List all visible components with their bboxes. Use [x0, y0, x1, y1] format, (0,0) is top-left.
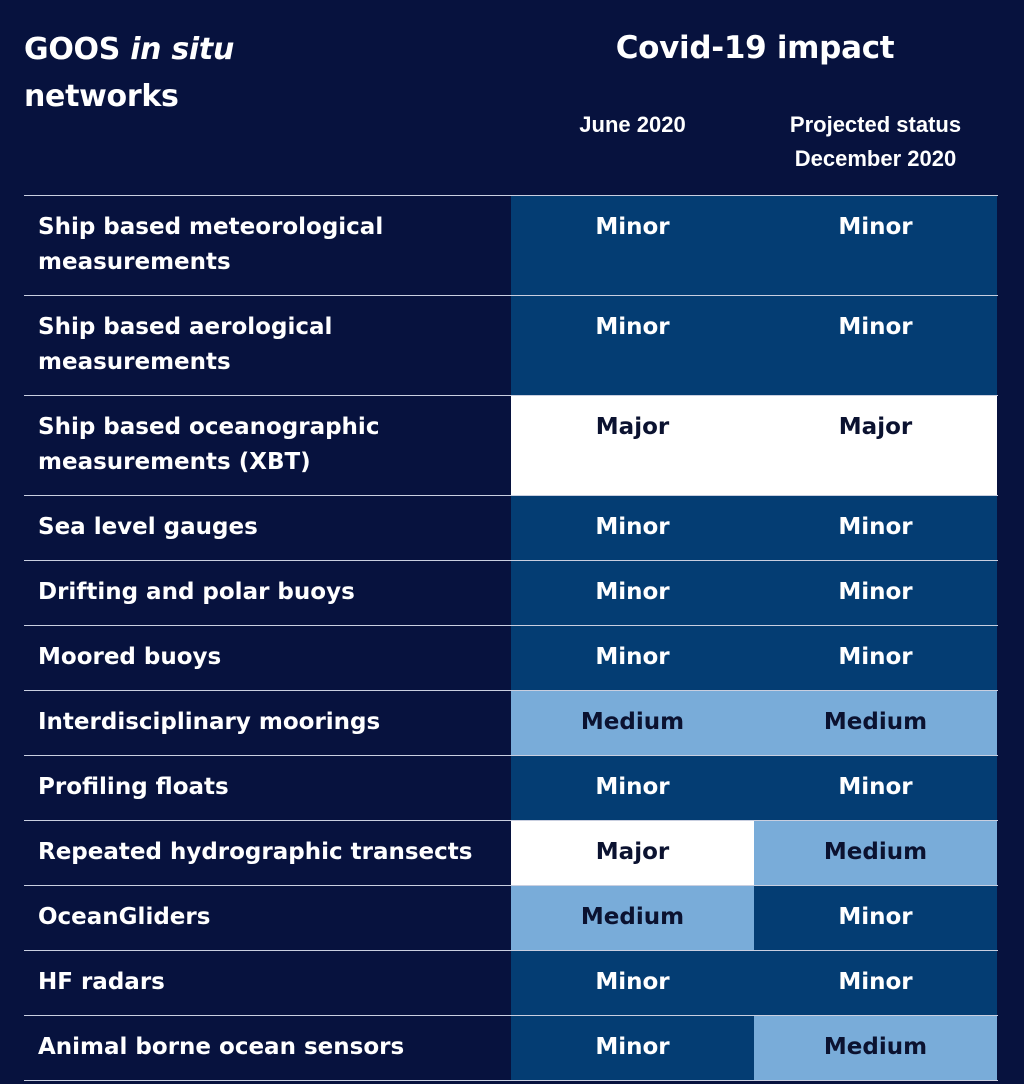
table-row: Animal borne ocean sensors Minor Medium [24, 1016, 998, 1081]
impact-cell-june: Minor [511, 296, 754, 395]
title-part-in-situ: in situ [130, 32, 235, 67]
impact-cell-december: Major [754, 396, 997, 495]
impact-cell-june: Minor [511, 951, 754, 1015]
table-row: OceanGliders Medium Minor [24, 886, 998, 951]
impact-table: Ship based meteorological measurements Mi… [24, 195, 998, 1081]
impact-cell-june: Major [511, 821, 754, 885]
network-name: Ship based oceanographic measurements (X… [38, 414, 380, 475]
column-header-december-line2: December 2020 [794, 146, 957, 171]
impact-cell-december: Minor [754, 886, 997, 950]
impact-cell-december: Minor [754, 561, 997, 625]
impact-cell-june: Minor [511, 756, 754, 820]
impact-cell-december: Medium [754, 1016, 997, 1080]
network-name: Ship based aerological measurements [38, 314, 333, 375]
network-name: HF radars [38, 969, 165, 995]
impact-title: Covid-19 impact [615, 30, 895, 66]
impact-cell-june: Minor [511, 196, 754, 295]
table-row: HF radars Minor Minor [24, 951, 998, 1016]
table-row: Profiling floats Minor Minor [24, 756, 998, 821]
network-name: Moored buoys [38, 644, 222, 670]
title-part-goos: GOOS [24, 32, 131, 67]
impact-cell-june: Minor [511, 561, 754, 625]
network-name: Repeated hydrographic transects [38, 839, 473, 865]
impact-cell-december: Medium [754, 821, 997, 885]
table-row: Sea level gauges Minor Minor [24, 496, 998, 561]
column-header-june-label: June 2020 [579, 112, 686, 137]
network-name: Interdisciplinary moorings [38, 709, 381, 735]
table-row: Ship based oceanographic measurements (X… [24, 396, 998, 496]
column-header-december-2020: Projected status December 2020 [754, 108, 997, 176]
table-row: Ship based aerological measurements Minor… [24, 296, 998, 396]
impact-cell-june: Minor [511, 496, 754, 560]
table-row: Interdisciplinary moorings Medium Medium [24, 691, 998, 756]
impact-cell-december: Minor [754, 496, 997, 560]
network-name: Drifting and polar buoys [38, 579, 355, 605]
column-header-december-line1: Projected status [789, 112, 962, 137]
networks-column-title: GOOS in situ networks [24, 26, 504, 120]
impact-cell-june: Medium [511, 886, 754, 950]
impact-cell-december: Minor [754, 626, 997, 690]
impact-cell-december: Minor [754, 756, 997, 820]
impact-cell-december: Medium [754, 691, 997, 755]
column-header-june-2020: June 2020 [511, 108, 754, 142]
network-name: Animal borne ocean sensors [38, 1034, 405, 1060]
impact-cell-june: Medium [511, 691, 754, 755]
table-row: Drifting and polar buoys Minor Minor [24, 561, 998, 626]
impact-cell-december: Minor [754, 951, 997, 1015]
network-name: OceanGliders [38, 904, 211, 930]
table-row: Moored buoys Minor Minor [24, 626, 998, 691]
impact-cell-december: Minor [754, 296, 997, 395]
table-row: Repeated hydrographic transects Major Medi… [24, 821, 998, 886]
impact-cell-june: Major [511, 396, 754, 495]
title-part-networks: networks [24, 79, 179, 114]
impact-cell-june: Minor [511, 626, 754, 690]
network-name: Profiling floats [38, 774, 229, 800]
network-name: Sea level gauges [38, 514, 258, 540]
impact-cell-december: Minor [754, 196, 997, 295]
table-row: Ship based meteorological measurements Mi… [24, 196, 998, 296]
network-name: Ship based meteorological measurements [38, 214, 384, 275]
impact-cell-june: Minor [511, 1016, 754, 1080]
